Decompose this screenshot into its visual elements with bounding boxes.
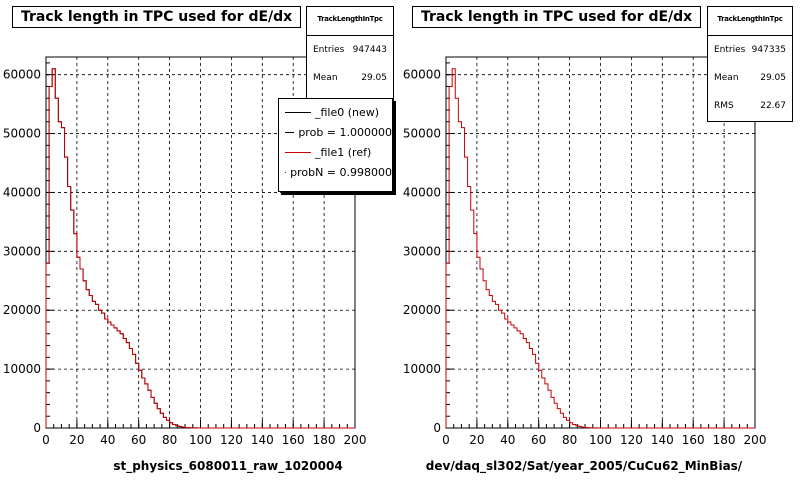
x-tick-label: 120 bbox=[220, 433, 243, 447]
y-tick-label: 30000 bbox=[403, 244, 441, 258]
legend-entry: prob = 1.000000 bbox=[279, 122, 392, 142]
y-tick-label: 10000 bbox=[403, 362, 441, 376]
legend-entry: _file1 (ref) bbox=[279, 142, 392, 162]
y-tick-label: 60000 bbox=[3, 68, 41, 82]
y-tick-label: 60000 bbox=[403, 68, 441, 82]
legend-label: _file0 (new) bbox=[315, 105, 380, 119]
x-tick-label: 40 bbox=[500, 433, 515, 447]
left-chart-title: Track length in TPC used for dE/dx bbox=[12, 6, 302, 28]
histogram-series bbox=[445, 68, 755, 429]
x-tick-label: 160 bbox=[282, 433, 305, 447]
legend-label: probN = 0.998000 bbox=[290, 165, 392, 179]
y-tick-label: 40000 bbox=[3, 185, 41, 199]
x-tick-label: 200 bbox=[744, 433, 767, 447]
right-chart-title: Track length in TPC used for dE/dx bbox=[412, 6, 702, 28]
right-stats-row: RMS 22.67 bbox=[708, 92, 792, 120]
x-tick-label: 180 bbox=[313, 433, 336, 447]
stats-label: Mean bbox=[714, 73, 739, 83]
x-tick-label: 20 bbox=[69, 433, 84, 447]
x-tick-label: 20 bbox=[469, 433, 484, 447]
legend-label: _file1 (ref) bbox=[315, 145, 372, 159]
x-tick-label: 0 bbox=[442, 433, 450, 447]
x-tick-label: 80 bbox=[562, 433, 577, 447]
right-stats-box: TrackLengthInTpc Entries 947335 Mean 29.… bbox=[707, 6, 793, 122]
stats-label: Entries bbox=[313, 45, 345, 55]
x-tick-label: 0 bbox=[42, 433, 50, 447]
stats-label: Entries bbox=[714, 45, 746, 55]
legend-swatch bbox=[285, 151, 311, 153]
x-tick-label: 40 bbox=[100, 433, 115, 447]
legend-label: prob = 1.000000 bbox=[298, 125, 392, 139]
left-stats-name: TrackLengthInTpc bbox=[307, 7, 393, 36]
y-tick-label: 40000 bbox=[403, 185, 441, 199]
x-tick-label: 140 bbox=[651, 433, 674, 447]
y-tick-label: 50000 bbox=[3, 127, 41, 141]
y-tick-label: 0 bbox=[33, 421, 41, 435]
legend-entry: _file0 (new) bbox=[279, 102, 392, 122]
histogram-series bbox=[45, 68, 355, 429]
stats-value: 29.05 bbox=[760, 73, 786, 83]
x-tick-label: 200 bbox=[344, 433, 367, 447]
x-axis-label: st_physics_6080011_raw_1020004 bbox=[113, 459, 342, 474]
y-tick-label: 20000 bbox=[403, 303, 441, 317]
y-tick-label: 50000 bbox=[403, 127, 441, 141]
x-tick-label: 80 bbox=[162, 433, 177, 447]
x-axis-label: dev/daq_sl302/Sat/year_2005/CuCu62_MinBi… bbox=[426, 459, 743, 474]
y-tick-label: 0 bbox=[433, 421, 441, 435]
x-tick-label: 100 bbox=[589, 433, 612, 447]
left-stats-row: Mean 29.05 bbox=[307, 64, 393, 92]
left-legend: _file0 (new) prob = 1.000000 _file1 (ref… bbox=[278, 98, 393, 192]
y-tick-label: 20000 bbox=[3, 303, 41, 317]
x-tick-label: 60 bbox=[531, 433, 546, 447]
x-tick-label: 160 bbox=[682, 433, 705, 447]
left-stats-row: Entries 947443 bbox=[307, 36, 393, 64]
x-tick-label: 60 bbox=[131, 433, 146, 447]
stats-label: Mean bbox=[313, 73, 338, 83]
stats-value: 947443 bbox=[352, 45, 387, 55]
x-tick-label: 180 bbox=[713, 433, 736, 447]
right-stats-row: Entries 947335 bbox=[708, 36, 792, 64]
stats-value: 29.05 bbox=[361, 73, 387, 83]
legend-swatch bbox=[285, 171, 287, 173]
legend-swatch bbox=[285, 131, 295, 133]
y-tick-label: 10000 bbox=[3, 362, 41, 376]
x-tick-label: 140 bbox=[251, 433, 274, 447]
x-tick-label: 100 bbox=[189, 433, 212, 447]
stats-value: 947335 bbox=[751, 45, 786, 55]
y-tick-label: 30000 bbox=[3, 244, 41, 258]
stats-label: RMS bbox=[714, 101, 734, 111]
right-stats-name: TrackLengthInTpc bbox=[708, 7, 792, 36]
x-tick-label: 120 bbox=[620, 433, 643, 447]
legend-entry: probN = 0.998000 bbox=[279, 162, 392, 182]
legend-swatch bbox=[285, 111, 311, 113]
right-stats-row: Mean 29.05 bbox=[708, 64, 792, 92]
stats-value: 22.67 bbox=[760, 101, 786, 111]
